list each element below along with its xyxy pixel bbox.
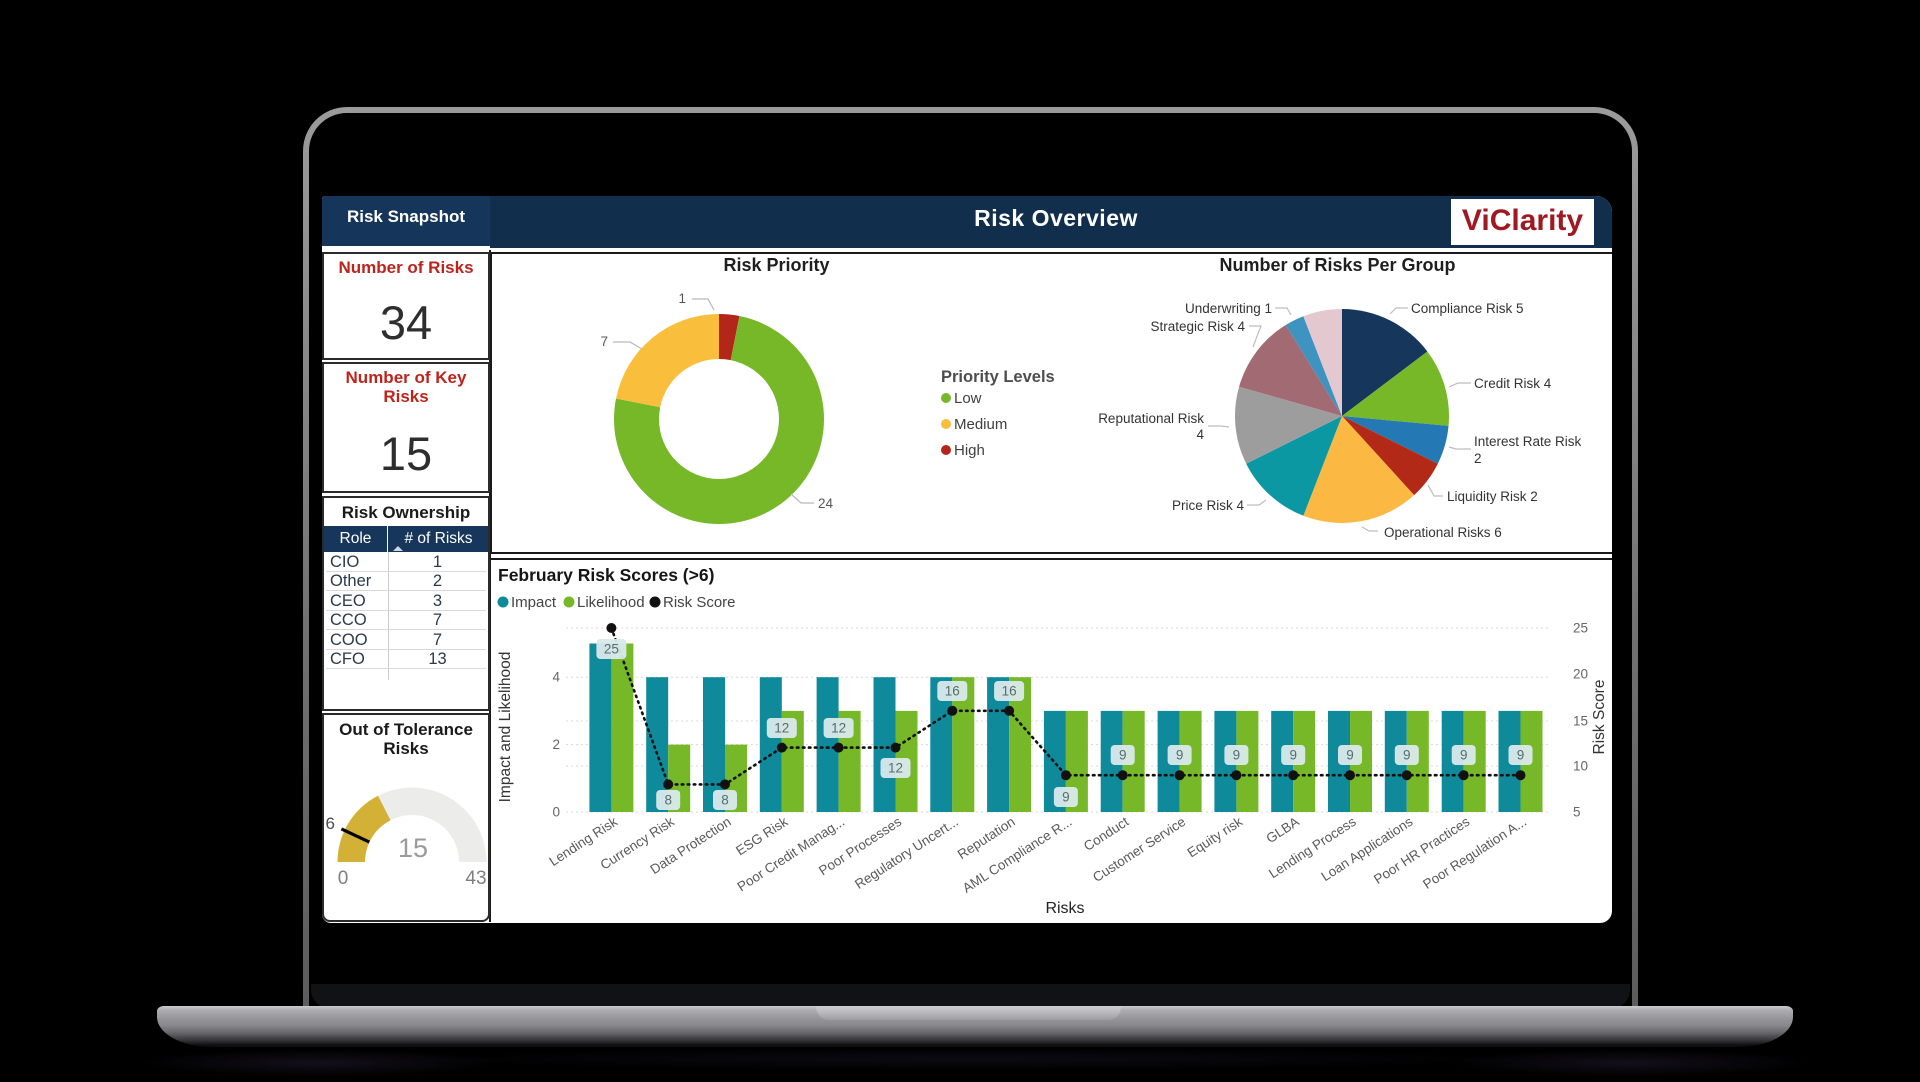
svg-text:Impact: Impact: [511, 594, 557, 611]
svg-text:Poor Regulation A...: Poor Regulation A...: [1420, 814, 1529, 892]
svg-text:Medium: Medium: [954, 416, 1007, 433]
svg-text:9: 9: [1119, 748, 1127, 763]
svg-text:Compliance Risk 5: Compliance Risk 5: [1411, 301, 1524, 316]
svg-text:Risk Score: Risk Score: [663, 594, 736, 611]
svg-text:8: 8: [664, 793, 672, 808]
svg-text:8: 8: [721, 793, 729, 808]
svg-text:Liquidity Risk 2: Liquidity Risk 2: [1447, 489, 1538, 504]
svg-text:4: 4: [552, 670, 560, 685]
svg-text:9: 9: [1403, 748, 1411, 763]
svg-text:9: 9: [1517, 748, 1525, 763]
svg-text:9: 9: [1176, 748, 1184, 763]
svg-text:Risks: Risks: [1045, 900, 1084, 917]
svg-text:15: 15: [398, 833, 428, 863]
svg-text:0: 0: [338, 868, 349, 889]
svg-text:12: 12: [888, 761, 903, 776]
svg-text:Risk Score: Risk Score: [1591, 680, 1608, 755]
svg-text:Regulatory Uncert...: Regulatory Uncert...: [852, 814, 961, 892]
svg-text:Operational Risks 6: Operational Risks 6: [1384, 525, 1502, 540]
svg-text:15: 15: [1573, 714, 1588, 729]
svg-text:6: 6: [326, 814, 335, 833]
svg-text:Interest Rate Risk: Interest Rate Risk: [1474, 434, 1582, 449]
svg-text:Price Risk 4: Price Risk 4: [1172, 498, 1245, 513]
svg-text:1: 1: [678, 291, 686, 306]
svg-text:16: 16: [945, 684, 960, 699]
svg-text:Underwriting 1: Underwriting 1: [1185, 301, 1272, 316]
svg-text:9: 9: [1460, 748, 1468, 763]
svg-text:Customer Service: Customer Service: [1090, 814, 1188, 885]
svg-text:5: 5: [1573, 805, 1581, 820]
svg-text:43: 43: [465, 868, 486, 889]
svg-text:0: 0: [552, 805, 560, 820]
svg-text:Poor Credit Manag...: Poor Credit Manag...: [735, 814, 848, 894]
svg-text:2: 2: [552, 737, 560, 752]
svg-text:High: High: [954, 442, 985, 459]
svg-text:Strategic Risk 4: Strategic Risk 4: [1150, 319, 1245, 334]
svg-text:12: 12: [774, 721, 789, 736]
svg-text:9: 9: [1346, 748, 1354, 763]
svg-text:12: 12: [831, 721, 846, 736]
svg-text:GLBA: GLBA: [1263, 814, 1301, 846]
svg-text:9: 9: [1062, 790, 1070, 805]
svg-text:9: 9: [1233, 748, 1241, 763]
svg-text:4: 4: [1196, 427, 1204, 442]
svg-text:16: 16: [1002, 684, 1017, 699]
svg-text:10: 10: [1573, 759, 1588, 774]
svg-text:20: 20: [1573, 667, 1588, 682]
svg-text:25: 25: [1573, 621, 1588, 636]
svg-text:24: 24: [818, 496, 834, 511]
svg-text:9: 9: [1289, 748, 1297, 763]
svg-text:Equity risk: Equity risk: [1185, 814, 1246, 861]
svg-text:Reputational Risk: Reputational Risk: [1098, 411, 1204, 426]
svg-text:Credit Risk 4: Credit Risk 4: [1474, 376, 1552, 391]
svg-text:Impact and Likelihood: Impact and Likelihood: [497, 652, 514, 803]
svg-text:Likelihood: Likelihood: [577, 594, 645, 611]
svg-text:Poor HR Practices: Poor HR Practices: [1371, 814, 1472, 887]
svg-text:Conduct: Conduct: [1081, 814, 1132, 854]
svg-text:Priority Levels: Priority Levels: [941, 368, 1055, 386]
svg-text:2: 2: [1474, 451, 1482, 466]
svg-text:Low: Low: [954, 390, 982, 407]
svg-text:7: 7: [600, 334, 608, 349]
svg-text:25: 25: [604, 642, 619, 657]
